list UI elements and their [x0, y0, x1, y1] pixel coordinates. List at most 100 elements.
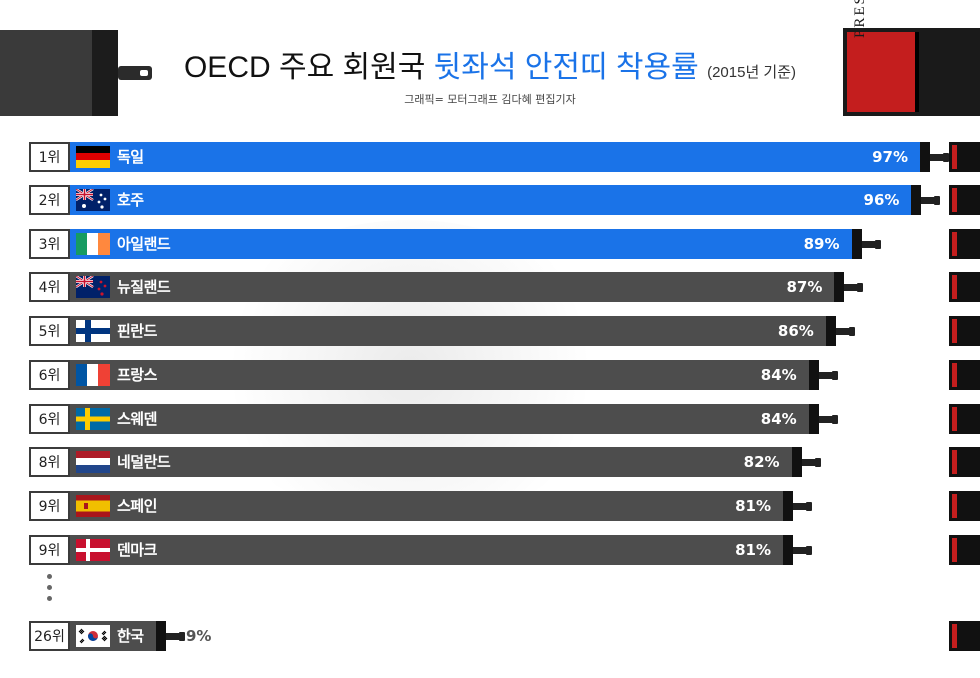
country-label: 스페인	[117, 497, 157, 515]
right-buckle-red	[952, 624, 957, 648]
chart-row-sweden: 6위 스웨덴 84%	[29, 404, 929, 434]
right-buckle-red	[952, 232, 957, 256]
rank-label: 2위	[29, 185, 70, 215]
right-buckle-icon	[949, 447, 980, 477]
buckle-tongue-icon	[793, 546, 812, 555]
denmark-flag-icon	[76, 539, 110, 561]
country-label: 스웨덴	[117, 410, 157, 428]
chart-row-australia: 2위 호주 96%	[29, 185, 941, 215]
title-year: (2015년 기준)	[707, 64, 797, 81]
right-buckle-icon	[949, 229, 980, 259]
buckle-tongue-icon	[835, 327, 855, 336]
ellipsis-dots	[47, 574, 55, 607]
right-buckle-red	[952, 145, 957, 169]
country-label: 네덜란드	[117, 453, 171, 471]
rank-label: 4위	[29, 272, 70, 302]
rank-label: 9위	[29, 491, 70, 521]
press-buckle-red	[847, 32, 919, 112]
value-label: 9%	[186, 627, 212, 645]
chart-row-spain: 9위 스페인 81%	[29, 491, 929, 521]
rank-label: 3위	[29, 229, 70, 259]
buckle-tongue-icon	[118, 66, 152, 80]
chart-row-ireland: 3위 아일랜드 89%	[29, 229, 929, 259]
buckle-tongue-icon	[930, 153, 949, 162]
chart-row-netherlands: 8위 네덜란드 82%	[29, 447, 929, 477]
press-label: PRESS	[852, 0, 868, 38]
bar-end-cap	[783, 491, 793, 521]
rank-label: 8위	[29, 447, 70, 477]
bar	[68, 142, 922, 172]
strap-edge	[92, 30, 118, 116]
bar-end-cap	[783, 535, 793, 565]
title-prefix: OECD 주요 회원국	[183, 51, 434, 84]
country-label: 한국	[117, 627, 144, 645]
right-buckle-icon	[949, 142, 980, 172]
seatbelt-strap-left	[0, 30, 118, 116]
bar	[68, 404, 811, 434]
right-buckle-red	[952, 538, 957, 562]
bar-end-cap	[920, 142, 930, 172]
country-label: 덴마크	[117, 541, 157, 559]
right-buckle-red	[952, 319, 957, 343]
buckle-tongue-icon	[818, 415, 838, 424]
chart-row-new-zealand: 4위 뉴질랜드 87%	[29, 272, 929, 302]
right-buckle-red	[952, 188, 957, 212]
right-buckle-red	[952, 407, 957, 431]
bar-end-cap	[791, 447, 802, 477]
bar	[68, 447, 794, 477]
right-buckle-icon	[949, 404, 980, 434]
rank-label: 26위	[29, 621, 70, 651]
bar-end-cap	[851, 229, 862, 259]
finland-flag-icon	[76, 320, 110, 342]
right-buckle-icon	[949, 621, 980, 651]
bar	[68, 360, 811, 390]
value-label: 96%	[863, 191, 900, 209]
bar-end-cap	[825, 316, 836, 346]
sweden-flag-icon	[76, 408, 110, 430]
bar-end-cap	[808, 360, 819, 390]
buckle-tongue-icon	[921, 196, 941, 205]
buckle-tongue-icon	[801, 458, 821, 467]
right-buckle-icon	[949, 360, 980, 390]
buckle-tongue-icon	[844, 283, 864, 292]
buckle-tongue-icon	[793, 502, 812, 511]
new-zealand-flag-icon	[76, 276, 110, 298]
chart-row-germany: 1위 독일 97%	[29, 142, 949, 172]
chart-row-denmark: 9위 덴마크 81%	[29, 535, 929, 565]
bar-end-cap	[834, 272, 845, 302]
chart-row-france: 6위 프랑스 84%	[29, 360, 929, 390]
bar-end-cap	[808, 404, 819, 434]
bar-end-cap	[911, 185, 922, 215]
netherlands-flag-icon	[76, 451, 110, 473]
value-label: 87%	[786, 278, 823, 296]
right-buckle-red	[952, 450, 957, 474]
bar	[68, 535, 785, 565]
rank-label: 5위	[29, 316, 70, 346]
france-flag-icon	[76, 364, 110, 386]
right-buckle-icon	[949, 272, 980, 302]
right-buckle-icon	[949, 535, 980, 565]
bar	[68, 185, 914, 215]
chart-title: OECD 주요 회원국 뒷좌석 안전띠 착용률 (2015년 기준)	[0, 42, 980, 86]
right-buckle-icon	[949, 491, 980, 521]
chart-row-finland: 5위 핀란드 86%	[29, 316, 929, 346]
spain-flag-icon	[76, 495, 110, 517]
country-label: 독일	[117, 148, 144, 166]
value-label: 84%	[760, 410, 797, 428]
right-buckle-red	[952, 275, 957, 299]
value-label: 81%	[735, 497, 771, 515]
right-buckle-icon	[949, 316, 980, 346]
bar-end-cap	[156, 621, 166, 651]
right-buckle-red	[952, 363, 957, 387]
germany-flag-icon	[76, 146, 110, 168]
buckle-tongue-icon	[166, 632, 185, 641]
ireland-flag-icon	[76, 233, 110, 255]
value-label: 84%	[760, 366, 797, 384]
country-label: 뉴질랜드	[117, 278, 171, 296]
value-label: 86%	[777, 322, 814, 340]
value-label: 97%	[872, 148, 908, 166]
right-buckle-icon	[949, 185, 980, 215]
bar	[68, 491, 785, 521]
rank-label: 1위	[29, 142, 70, 172]
australia-flag-icon	[76, 189, 110, 211]
